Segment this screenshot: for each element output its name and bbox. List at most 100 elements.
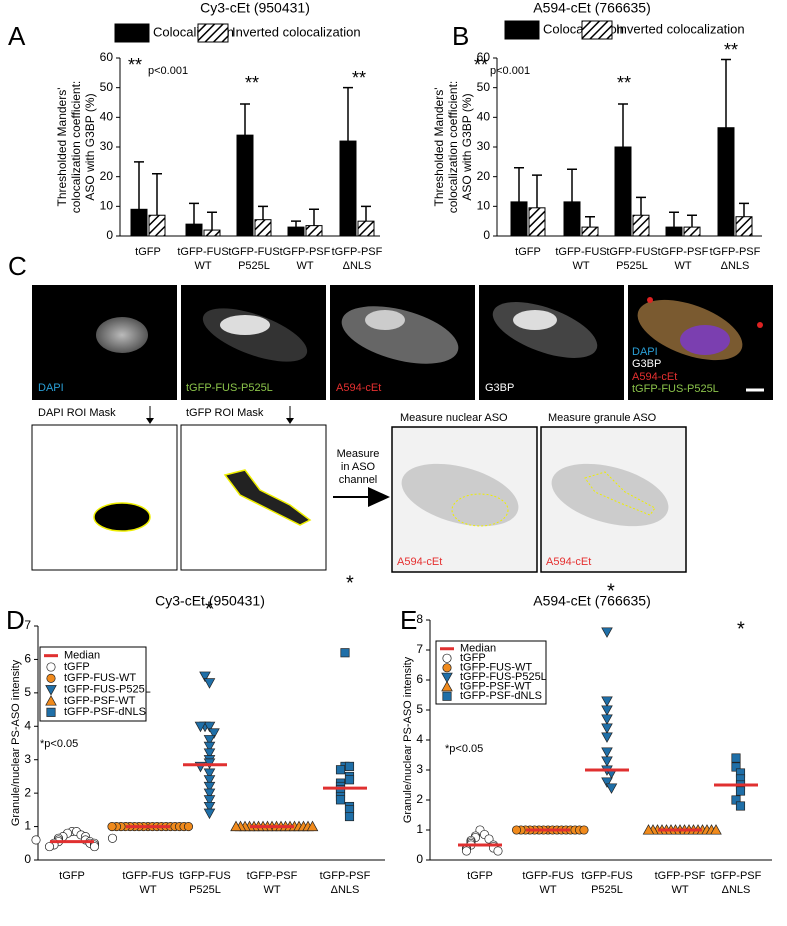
granules [513, 310, 557, 330]
legend-label: Median [460, 643, 496, 655]
y-tick-label: 0 [416, 852, 423, 866]
x-tick-label: WT [139, 884, 156, 896]
bar [563, 201, 581, 237]
data-point [340, 648, 350, 658]
merge-legend: DAPI [632, 346, 658, 358]
data-point [45, 695, 57, 706]
data-point [442, 663, 452, 673]
error-bar [343, 86, 353, 142]
y-tick-label: 30 [477, 139, 491, 153]
data-point [203, 775, 216, 786]
data-point [493, 846, 503, 856]
cell [401, 463, 519, 527]
annotation: p<0.001 [148, 65, 188, 77]
data-point [107, 822, 117, 832]
legend-label: tGFP [64, 661, 90, 673]
error-bar [687, 214, 697, 228]
bar [614, 146, 632, 237]
panel-label: C [8, 251, 27, 281]
granule-mask [223, 469, 312, 526]
x-tick-label: tGFP-PSF [247, 870, 298, 882]
x-tick-label: WT [194, 260, 211, 272]
legend-swatch [581, 20, 613, 40]
data-point [203, 735, 216, 746]
data-point [45, 685, 57, 696]
y-axis-label: ASO with G3BP (%) [83, 93, 97, 200]
y-tick-label: 60 [100, 50, 114, 64]
legend-label: tGFP-PSF-dNLS [460, 690, 542, 702]
bar [581, 226, 599, 237]
annotation: * [205, 598, 213, 620]
annotation: p<0.001 [490, 65, 530, 77]
measure-label: Measure granule ASO [548, 412, 657, 424]
error-bar [532, 174, 542, 208]
error-bar [721, 58, 731, 128]
mask-image [31, 424, 178, 571]
merge-legend: A594-cEt [632, 371, 677, 383]
bar [735, 216, 753, 237]
panel-label: E [400, 605, 417, 635]
error-bar [309, 208, 319, 226]
panel-c: DAPI tGFP-FUS-P525L A594-cEt G3BP DAPI G… [31, 285, 773, 573]
data-point [335, 795, 346, 805]
data-point [46, 662, 56, 672]
bar [254, 219, 272, 237]
x-tick-label: tGFP [467, 870, 493, 882]
x-tick-label: tGFP-FUS [228, 246, 279, 258]
granule [757, 322, 763, 328]
y-tick-label: 20 [477, 169, 491, 183]
y-tick-label: 1 [416, 822, 423, 836]
error-bar [585, 215, 595, 228]
data-point [601, 696, 613, 707]
legend-label: Inverted colocalization [616, 21, 745, 36]
data-point [442, 653, 452, 663]
channel-label: A594-cEt [336, 382, 381, 394]
x-tick-label: WT [263, 884, 280, 896]
data-point [203, 795, 216, 806]
y-tick-label: 8 [416, 612, 423, 626]
error-bar [207, 211, 217, 231]
annotation: ** [617, 73, 631, 93]
legend-label: tGFP-PSF-dNLS [64, 706, 146, 718]
data-point [601, 705, 613, 716]
panel-label: A [8, 21, 26, 51]
legend-label: Median [64, 650, 100, 662]
legend-label: tGFP-PSF-WT [64, 695, 136, 707]
bar [185, 223, 203, 237]
data-point [344, 811, 355, 822]
arrowhead [286, 418, 294, 424]
data-point [461, 846, 472, 856]
y-tick-label: 2 [24, 785, 31, 799]
bar [339, 140, 357, 237]
bar [305, 225, 323, 237]
arrowhead [146, 418, 154, 424]
y-tick-label: 0 [24, 852, 31, 866]
x-tick-label: P525L [189, 884, 221, 896]
data-point [199, 671, 211, 683]
y-tick-label: 60 [477, 50, 491, 64]
data-point [441, 672, 453, 684]
legend-label: Inverted colocalization [232, 24, 361, 39]
step-label: Measure [337, 448, 380, 460]
y-tick-label: 40 [477, 110, 491, 124]
x-tick-label: ΔNLS [722, 884, 751, 896]
x-tick-label: WT [296, 260, 313, 272]
channel-label: tGFP-FUS-P525L [186, 382, 273, 394]
x-tick-label: WT [674, 260, 691, 272]
nucleus [680, 325, 730, 355]
data-point [208, 728, 220, 739]
bar [236, 134, 254, 237]
x-tick-label: tGFP-FUS [179, 870, 230, 882]
x-tick-label: tGFP-FUS [555, 246, 606, 258]
legend-label: tGFP-FUS-P525L [460, 671, 547, 683]
y-tick-label: 3 [24, 752, 31, 766]
x-tick-label: tGFP-FUS [177, 246, 228, 258]
bar [665, 226, 683, 237]
bar [632, 214, 650, 237]
data-point [601, 723, 613, 734]
data-point [203, 801, 216, 813]
chart-title: Cy3-cEt (950431) [155, 593, 265, 609]
y-axis-label: Thresholded Manders' [432, 87, 446, 206]
nucleus-mask [93, 502, 151, 532]
annotation: ** [128, 55, 142, 75]
